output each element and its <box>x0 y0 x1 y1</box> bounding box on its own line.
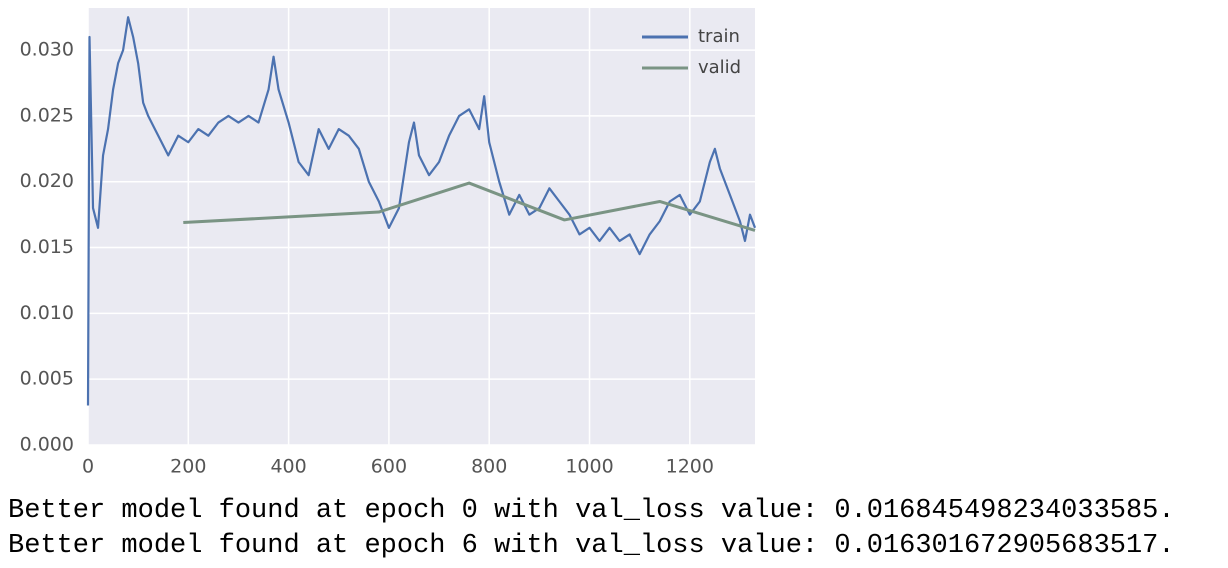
y-tick-label: 0.025 <box>20 104 74 126</box>
x-tick-label: 1000 <box>565 456 613 478</box>
output-line: Better model found at epoch 6 with val_l… <box>8 531 1175 561</box>
y-tick-label: 0.015 <box>20 236 74 258</box>
legend-label: valid <box>698 57 741 78</box>
y-tick-label: 0.000 <box>20 434 74 456</box>
output-line: Better model found at epoch 0 with val_l… <box>8 496 1175 526</box>
x-tick-label: 800 <box>471 456 507 478</box>
legend-label: train <box>698 26 740 47</box>
plot-area <box>88 8 755 445</box>
series-line <box>86 16 757 406</box>
y-tick-label: 0.005 <box>20 368 74 390</box>
x-tick-label: 200 <box>170 456 206 478</box>
x-tick-label: 1200 <box>666 456 714 478</box>
y-tick-label: 0.020 <box>20 170 74 192</box>
y-tick-label: 0.010 <box>20 302 74 324</box>
series-line <box>183 181 756 232</box>
x-tick-label: 0 <box>82 456 94 478</box>
x-tick-label: 400 <box>270 456 306 478</box>
y-tick-label: 0.030 <box>20 39 74 61</box>
x-tick-label: 600 <box>371 456 407 478</box>
